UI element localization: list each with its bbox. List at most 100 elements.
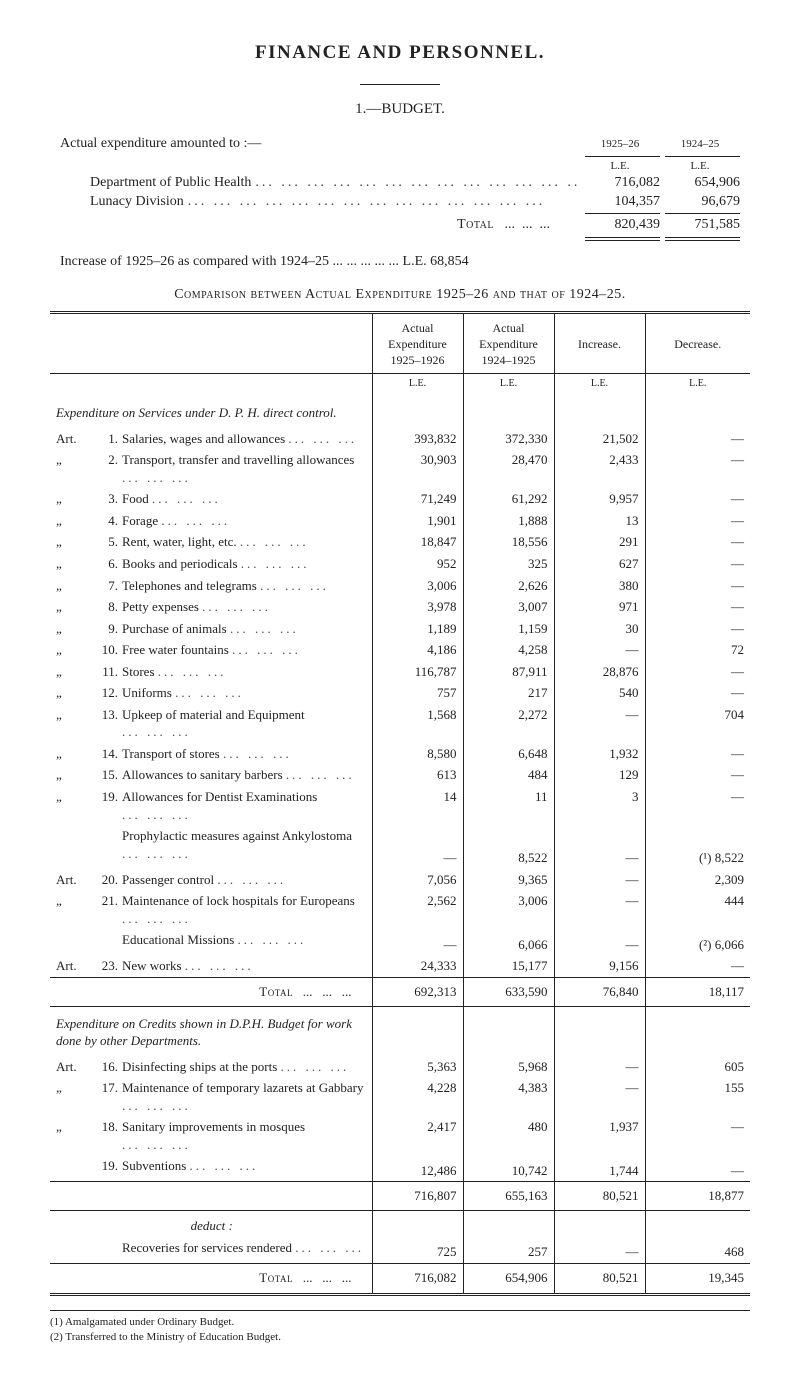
- item-text: Disinfecting ships at the ports ... ... …: [122, 1058, 368, 1076]
- val-decrease: —: [645, 575, 750, 597]
- val-1925-26: 5,363: [372, 1056, 463, 1078]
- val-increase: 627: [554, 553, 645, 575]
- col-desc: [50, 313, 372, 374]
- val-1924-25: 10,742: [463, 1155, 554, 1182]
- val-1925-26: 7,056: [372, 869, 463, 891]
- art-label: „: [56, 641, 96, 659]
- table-row: „11.Stores ... ... ...116,78787,91128,87…: [50, 661, 750, 683]
- val-1924-25: 325: [463, 553, 554, 575]
- item-number: 4.: [96, 512, 122, 530]
- val-1924-25: 2,272: [463, 704, 554, 743]
- total-label: Total: [457, 217, 494, 232]
- summary-val-a: 716,082: [580, 174, 660, 193]
- val-decrease: —: [645, 764, 750, 786]
- table-row: „9.Purchase of animals ... ... ...1,1891…: [50, 618, 750, 640]
- val-1925-26: 952: [372, 553, 463, 575]
- val-1925-26: 12,486: [372, 1155, 463, 1182]
- table-row: „17.Maintenance of temporary lazarets at…: [50, 1077, 750, 1116]
- item-number: 13.: [96, 706, 122, 741]
- item-text: Passenger control ... ... ...: [122, 871, 368, 889]
- item-text: Upkeep of material and Equipment ... ...…: [122, 706, 368, 741]
- table-row: 19.Subventions ... ... ...12,48610,7421,…: [50, 1155, 750, 1182]
- val-1925-26: 116,787: [372, 661, 463, 683]
- val-increase: —: [554, 1237, 645, 1264]
- item-text: Telephones and telegrams ... ... ...: [122, 577, 368, 595]
- table-row: „6.Books and periodicals ... ... ...9523…: [50, 553, 750, 575]
- val-1924-25: 3,007: [463, 596, 554, 618]
- val-1925-26: 14: [372, 786, 463, 825]
- item-number: [96, 931, 122, 949]
- val-decrease: 468: [645, 1237, 750, 1264]
- val-decrease: —: [645, 1155, 750, 1182]
- item-number: [96, 1239, 122, 1257]
- val-decrease: 155: [645, 1077, 750, 1116]
- item-text: Salaries, wages and allowances ... ... .…: [122, 430, 368, 448]
- val-decrease: —: [645, 743, 750, 765]
- item-text: Transport, transfer and travelling allow…: [122, 451, 368, 486]
- item-number: 21.: [96, 892, 122, 927]
- val-1924-25: 8,522: [463, 825, 554, 869]
- footnotes: (1) Amalgamated under Ordinary Budget. (…: [50, 1310, 750, 1345]
- section-head: Expenditure on Credits shown in D.P.H. B…: [50, 1006, 372, 1056]
- item-number: 16.: [96, 1058, 122, 1076]
- item-text: Subventions ... ... ...: [122, 1157, 368, 1175]
- item-text: Forage ... ... ...: [122, 512, 368, 530]
- val-1924-25: 9,365: [463, 869, 554, 891]
- val-1924-25: 1,159: [463, 618, 554, 640]
- val-increase: 129: [554, 764, 645, 786]
- val-decrease: 72: [645, 639, 750, 661]
- val-1924-25: 6,066: [463, 929, 554, 955]
- val-decrease: —: [645, 1116, 750, 1155]
- val-1924-25: 372,330: [463, 428, 554, 450]
- val-decrease: —: [645, 488, 750, 510]
- year-col-2: 1924–25: [660, 137, 740, 152]
- val-1925-26: 725: [372, 1237, 463, 1264]
- val-increase: —: [554, 1077, 645, 1116]
- item-number: [96, 827, 122, 862]
- table-row: „14.Transport of stores ... ... ...8,580…: [50, 743, 750, 765]
- table-row: „3.Food ... ... ...71,24961,2929,957—: [50, 488, 750, 510]
- val-1924-25: 480: [463, 1116, 554, 1155]
- val-increase: 13: [554, 510, 645, 532]
- table-row: Recoveries for services rendered ... ...…: [50, 1237, 750, 1264]
- val-1924-25: 18,556: [463, 531, 554, 553]
- val-increase: 291: [554, 531, 645, 553]
- table-row: „13.Upkeep of material and Equipment ...…: [50, 704, 750, 743]
- item-number: 11.: [96, 663, 122, 681]
- val-1924-25: 484: [463, 764, 554, 786]
- divider: [360, 84, 440, 85]
- summary-lead: Actual expenditure amounted to :—: [60, 135, 261, 154]
- page-title: FINANCE AND PERSONNEL.: [50, 40, 750, 66]
- table-row: Educational Missions ... ... ...—6,066—(…: [50, 929, 750, 955]
- table-row: „18.Sanitary improvements in mosques ...…: [50, 1116, 750, 1155]
- val-increase: —: [554, 1056, 645, 1078]
- val-decrease: (¹) 8,522: [645, 825, 750, 869]
- art-label: [56, 1239, 96, 1257]
- val-1924-25: 3,006: [463, 890, 554, 929]
- col-1925-26: Actual Expenditure 1925–1926: [372, 313, 463, 374]
- val-increase: 30: [554, 618, 645, 640]
- col-decrease: Decrease.: [645, 313, 750, 374]
- table-row: Art.20.Passenger control ... ... ...7,05…: [50, 869, 750, 891]
- table-row: „19.Allowances for Dentist Examinations …: [50, 786, 750, 825]
- val-increase: 2,433: [554, 449, 645, 488]
- table-row: „4.Forage ... ... ...1,9011,88813—: [50, 510, 750, 532]
- item-number: 19.: [96, 1157, 122, 1175]
- art-label: [56, 931, 96, 949]
- total-row: Total ... ... ...692,313633,59076,84018,…: [50, 978, 750, 1007]
- item-text: Maintenance of lock hospitals for Europe…: [122, 892, 368, 927]
- item-number: 15.: [96, 766, 122, 784]
- item-number: 23.: [96, 957, 122, 975]
- val-decrease: 704: [645, 704, 750, 743]
- total-a: 716,082: [372, 1263, 463, 1295]
- item-text: Allowances to sanitary barbers ... ... .…: [122, 766, 368, 784]
- item-number: 5.: [96, 533, 122, 551]
- unit: L.E.: [645, 373, 750, 396]
- item-text: New works ... ... ...: [122, 957, 368, 975]
- val-1925-26: 3,006: [372, 575, 463, 597]
- val-1925-26: 24,333: [372, 955, 463, 977]
- val-decrease: —: [645, 553, 750, 575]
- table-row: „21.Maintenance of lock hospitals for Eu…: [50, 890, 750, 929]
- item-text: Books and periodicals ... ... ...: [122, 555, 368, 573]
- total-b: 655,163: [463, 1182, 554, 1211]
